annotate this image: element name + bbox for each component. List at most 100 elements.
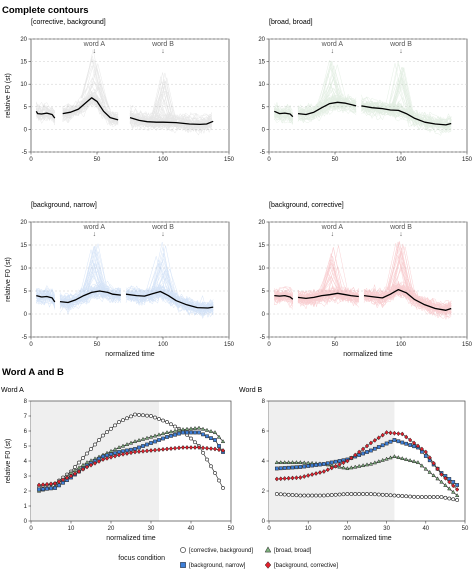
data-point	[173, 424, 177, 429]
contour-trace	[297, 103, 357, 122]
contour-trace	[62, 97, 119, 124]
contour-trace	[297, 287, 360, 300]
y-tick-label: 0	[262, 127, 266, 133]
contour-trace	[59, 290, 121, 310]
data-point	[101, 433, 105, 438]
contour-trace	[297, 95, 357, 115]
data-point	[204, 427, 210, 432]
data-point	[278, 466, 283, 471]
x-tick-label: 150	[224, 157, 235, 163]
contour-trace	[129, 116, 212, 132]
data-point	[447, 496, 452, 501]
data-point	[423, 454, 428, 458]
contour-trace	[36, 112, 55, 121]
x-tick-label: 0	[29, 342, 33, 348]
data-point	[310, 463, 314, 468]
contour-trace	[297, 99, 357, 120]
data-point	[384, 441, 389, 446]
data-point	[290, 475, 295, 481]
data-point	[364, 443, 370, 449]
contour-spike	[158, 268, 181, 302]
data-point	[128, 440, 134, 445]
x-tick-label: 0	[267, 342, 271, 348]
contour-trace	[36, 293, 55, 301]
contour-trace	[36, 292, 55, 306]
contour-trace	[274, 104, 294, 120]
plot-frame	[268, 38, 468, 153]
contour-trace	[297, 286, 360, 298]
contour-trace	[363, 282, 452, 313]
contour-trace	[361, 106, 452, 134]
contour-trace	[36, 293, 56, 305]
contour-trace	[125, 285, 214, 309]
contour-spike	[321, 61, 343, 108]
data-point	[76, 469, 82, 474]
data-point	[52, 481, 58, 486]
contour-spike	[154, 80, 177, 127]
data-point	[282, 476, 287, 481]
contour-spike	[87, 63, 109, 108]
contour-trace	[125, 286, 214, 308]
contour-trace	[125, 287, 214, 311]
word-annotation: word A	[83, 41, 106, 48]
data-point	[447, 479, 452, 485]
data-point	[209, 464, 213, 469]
data-point	[431, 473, 436, 478]
data-point	[188, 426, 194, 431]
contour-trace	[62, 91, 119, 120]
contour-trace	[361, 103, 452, 131]
contour-trace	[274, 289, 293, 297]
data-point	[278, 476, 283, 482]
y-axis-label: relative F0 (st)	[5, 73, 12, 118]
contour-spike	[148, 96, 171, 127]
data-point	[435, 495, 440, 499]
data-point	[141, 413, 145, 418]
legend-item: [corrective, background]	[180, 547, 253, 554]
data-point	[427, 455, 432, 461]
word-annotation: word B	[389, 41, 412, 48]
contour-trace	[59, 290, 121, 309]
x-axis-label: normalized time	[105, 351, 155, 358]
y-tick-label: 7	[24, 414, 28, 420]
data-point	[282, 460, 287, 465]
contour-trace	[125, 292, 214, 315]
contour-trace	[297, 286, 360, 303]
data-point	[209, 436, 213, 440]
contour-trace	[297, 102, 357, 121]
contour-spike	[80, 58, 103, 103]
contour-trace	[59, 282, 121, 301]
data-point	[104, 455, 110, 461]
contour-trace	[297, 293, 359, 307]
legend-item: [broad, broad]	[264, 546, 312, 554]
contour-trace	[363, 285, 452, 316]
contour-trace	[59, 288, 121, 311]
contour-spike	[151, 260, 174, 298]
y-tick-label: 10	[258, 266, 265, 272]
contour-trace	[361, 102, 452, 133]
contour-trace	[125, 286, 214, 310]
data-point	[361, 451, 365, 456]
contour-trace	[297, 287, 359, 302]
contour-trace	[274, 111, 293, 120]
word-annotation: word A	[83, 224, 106, 231]
contour-trace	[298, 289, 359, 298]
contour-trace	[274, 111, 293, 124]
contour-trace	[361, 99, 452, 128]
contour-spike	[88, 81, 110, 110]
contour-trace	[59, 284, 121, 305]
data-point	[443, 495, 448, 500]
contour-trace	[62, 88, 119, 116]
contour-trace	[274, 108, 293, 119]
data-point	[439, 479, 444, 484]
data-point	[455, 498, 460, 502]
contour-trace	[36, 111, 55, 120]
contour-spike	[388, 242, 411, 295]
contour-spike	[390, 67, 413, 117]
contour-trace	[129, 115, 212, 134]
contour-spike	[392, 67, 414, 117]
contour-spike	[82, 246, 105, 297]
contour-trace	[59, 290, 121, 311]
contour-spike	[320, 86, 342, 108]
contour-trace	[363, 288, 452, 314]
contour-trace	[361, 100, 452, 127]
